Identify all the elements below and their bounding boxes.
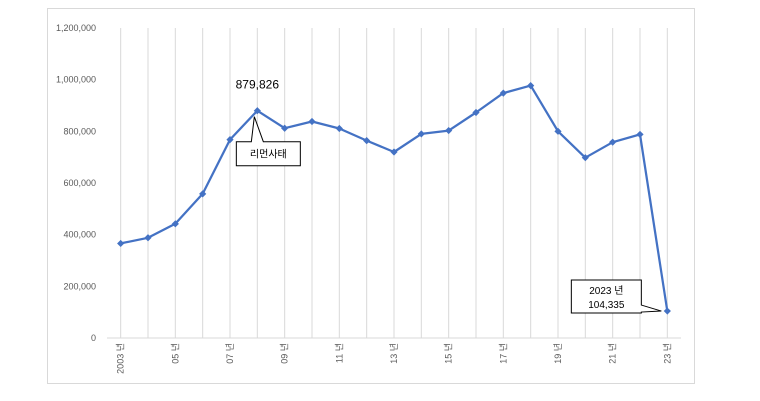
- x-tick-label: 05 년: [170, 343, 180, 364]
- x-tick-label: 19 년: [553, 343, 563, 364]
- data-point: [226, 136, 234, 144]
- x-tick-label: 21 년: [608, 343, 618, 364]
- x-tick-label: 07 년: [225, 343, 235, 364]
- data-point: [390, 148, 398, 156]
- data-point: [199, 190, 207, 198]
- y-tick-label: 800,000: [63, 126, 96, 136]
- x-tick-label: 15 년: [444, 343, 454, 364]
- data-point: [472, 108, 480, 117]
- callout-text: 리먼사태: [250, 149, 287, 161]
- data-point: [636, 130, 644, 139]
- y-tick-label: 1,200,000: [56, 23, 96, 33]
- y-tick-label: 0: [91, 333, 96, 343]
- data-point: [663, 307, 671, 315]
- data-point: [499, 89, 507, 97]
- data-point: [417, 130, 425, 138]
- data-point: [117, 239, 125, 248]
- data-point: [609, 138, 617, 146]
- data-point: [581, 154, 589, 162]
- data-point: [363, 137, 371, 145]
- data-label: 879,826: [236, 78, 280, 92]
- chart-area: 0 200,000 400,000 600,000 800,000 1,000,000 1,…: [47, 8, 695, 384]
- y-tick-label: 600,000: [63, 178, 96, 188]
- line-chart: 0 200,000 400,000 600,000 800,000 1,000,000 1,…: [56, 23, 681, 374]
- x-tick-label: 17 년: [498, 343, 508, 364]
- data-point: [445, 126, 453, 135]
- data-point: [308, 117, 316, 126]
- callout-box: [570, 279, 662, 314]
- data-point: [171, 220, 179, 228]
- data-point: [335, 124, 343, 133]
- data-point: [253, 107, 261, 115]
- callout-text: 2023 년: [589, 285, 623, 297]
- data-point: [144, 234, 152, 242]
- y-tick-label: 200,000: [63, 281, 96, 291]
- x-tick-label: 09 년: [280, 343, 290, 364]
- x-tick-label: 23 년: [662, 343, 672, 364]
- callout-text: 104,335: [588, 300, 625, 311]
- x-tick-label: 13 년: [389, 343, 399, 364]
- y-tick-label: 1,000,000: [56, 75, 96, 85]
- y-tick-label: 400,000: [63, 230, 96, 240]
- data-point: [527, 82, 535, 90]
- x-tick-label: 2003 년: [116, 343, 126, 374]
- callout-box: [235, 116, 301, 167]
- x-tick-label: 11 년: [334, 343, 344, 363]
